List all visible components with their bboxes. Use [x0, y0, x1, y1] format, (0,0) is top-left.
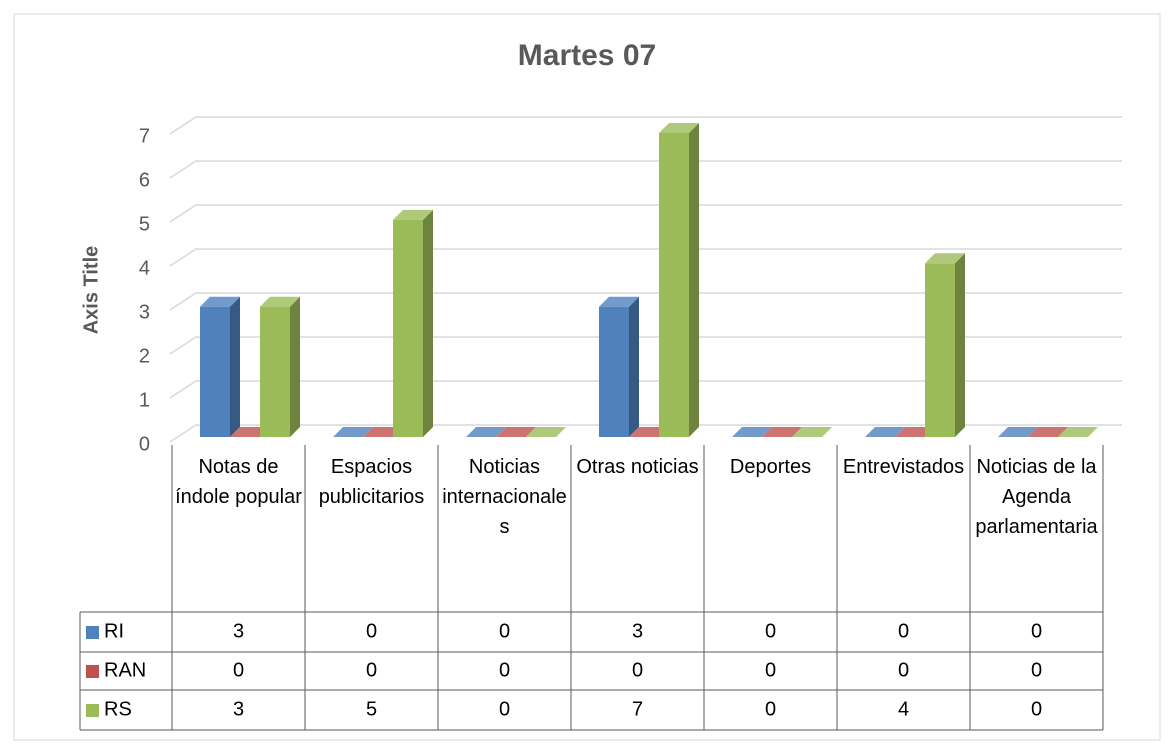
bar-top [333, 427, 373, 437]
category-label: Otras noticias [576, 456, 699, 478]
table-value: 0 [1031, 620, 1042, 642]
bar-side [290, 296, 300, 437]
grid-line [169, 204, 1122, 223]
bar-top [998, 427, 1038, 437]
bar-top [732, 427, 772, 437]
grid-line [169, 116, 1122, 135]
grid-line [169, 292, 1122, 311]
bar-top [792, 427, 832, 437]
bar-top [466, 427, 506, 437]
y-axis-title: Axis Title [80, 246, 102, 335]
table-value: 0 [1031, 698, 1042, 720]
y-tick-label: 2 [139, 345, 150, 367]
bar-top [762, 427, 802, 437]
bar-top [1058, 427, 1098, 437]
bar-top [1028, 427, 1068, 437]
bar-side [955, 253, 965, 437]
table-value: 4 [898, 698, 909, 720]
table-value: 0 [898, 620, 909, 642]
table-value: 7 [632, 698, 643, 720]
bar [200, 306, 230, 437]
bar-top [496, 427, 536, 437]
bar-side [629, 296, 639, 437]
table-value: 0 [499, 698, 510, 720]
bar-side [689, 123, 699, 437]
table-value: 0 [765, 659, 776, 681]
bar [925, 263, 955, 437]
table-value: 3 [233, 698, 244, 720]
table-value: 0 [765, 620, 776, 642]
grid-line [169, 424, 1122, 443]
grid-line [169, 248, 1122, 267]
table-value: 3 [233, 620, 244, 642]
category-label: Noticias de la Agenda parlamentaria [975, 456, 1098, 538]
grid-line [169, 336, 1122, 355]
bar-top [599, 296, 639, 307]
table-value: 0 [366, 620, 377, 642]
bar-top [865, 427, 905, 437]
y-tick-label: 1 [139, 389, 150, 411]
table-value: 3 [632, 620, 643, 642]
category-label: Deportes [729, 456, 812, 478]
category-label: Entrevistados [842, 456, 965, 478]
y-tick-label: 5 [139, 213, 150, 235]
category-label: Notas de índole popular [175, 456, 302, 508]
category-label: Espacios publicitarios [318, 456, 425, 508]
bar-top [393, 209, 433, 220]
y-tick-label: 6 [139, 169, 150, 191]
legend-key [86, 704, 99, 717]
bar-side [423, 209, 433, 437]
bar [393, 219, 423, 437]
bar-top [200, 296, 240, 307]
grid-line [169, 160, 1122, 179]
bar-top [260, 296, 300, 307]
bar-top [659, 123, 699, 133]
chart-title: Martes 07 [518, 39, 656, 72]
y-tick-label: 7 [139, 125, 150, 147]
bar-top [925, 253, 965, 264]
bar [260, 306, 290, 437]
legend-label: RS [104, 698, 132, 720]
bar [599, 306, 629, 437]
bar-side [230, 296, 240, 437]
bar [659, 133, 689, 437]
y-tick-label: 3 [139, 301, 150, 323]
table-value: 5 [366, 698, 377, 720]
category-label: Noticias internacionales [442, 456, 567, 538]
grid-line [169, 380, 1122, 399]
legend-label: RAN [104, 659, 146, 681]
table-value: 0 [499, 659, 510, 681]
table-value: 0 [765, 698, 776, 720]
table-value: 0 [233, 659, 244, 681]
y-tick-label: 0 [139, 433, 150, 455]
table-value: 0 [632, 659, 643, 681]
legend-key [86, 665, 99, 678]
table-value: 0 [366, 659, 377, 681]
table-value: 0 [499, 620, 510, 642]
legend-key [86, 626, 99, 639]
table-value: 0 [1031, 659, 1042, 681]
table-value: 0 [898, 659, 909, 681]
legend-label: RI [104, 620, 124, 642]
bar-top [526, 427, 566, 437]
y-tick-label: 4 [139, 257, 150, 279]
